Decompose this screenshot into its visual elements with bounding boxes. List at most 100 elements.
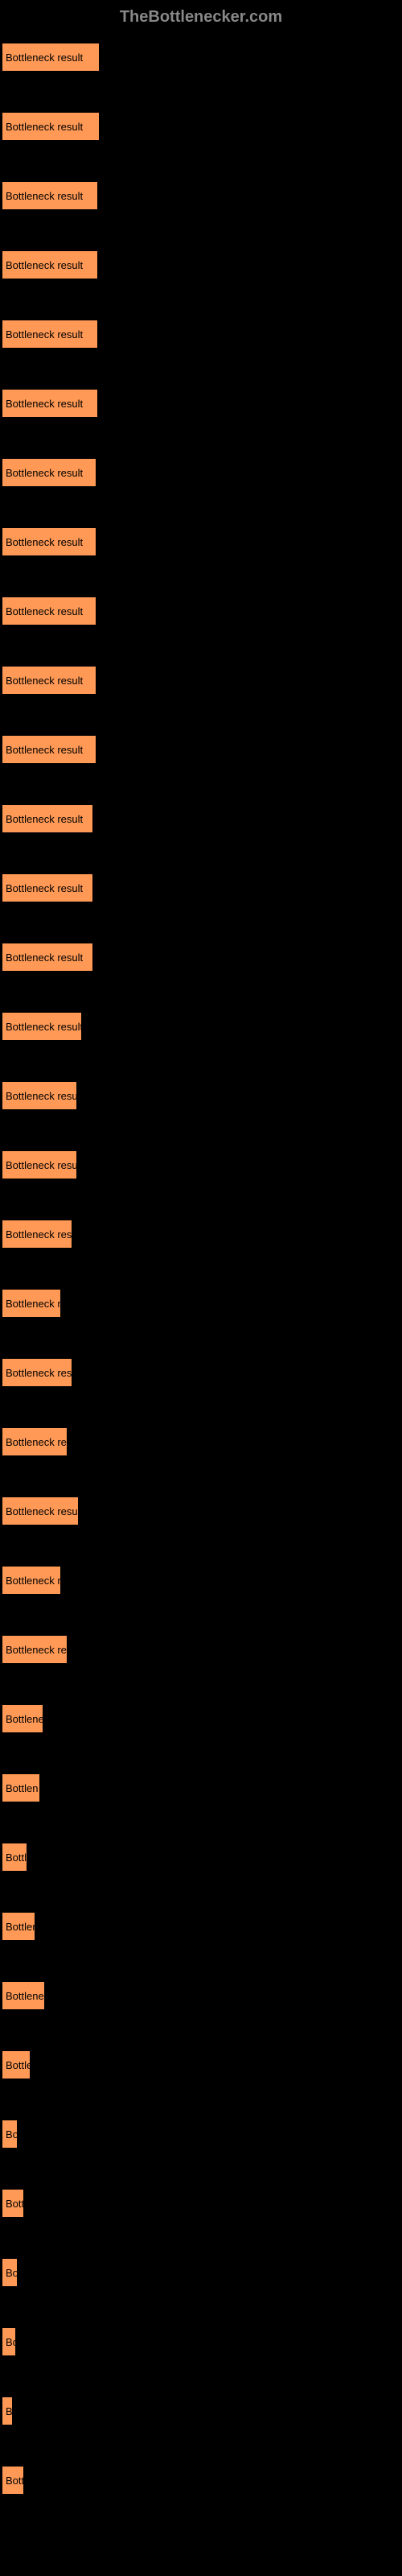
bar-row: B <box>2 2396 402 2425</box>
bar-label: Bottleneck result <box>6 1159 77 1171</box>
bar-row: Bottleneck result <box>2 666 402 695</box>
bar: Bottleneck result <box>2 735 96 764</box>
bar: Bo <box>2 2327 16 2356</box>
bar-label: Bottl <box>6 1852 27 1864</box>
site-title: TheBottlenecker.com <box>120 8 282 26</box>
bar: Bottleneck result <box>2 320 98 349</box>
bar-label: Bottleneck result <box>6 813 83 825</box>
bar: Bottlene <box>2 1704 43 1733</box>
bar-label: Bottle <box>6 2059 31 2071</box>
bar-row: Bottleneck result <box>2 181 402 210</box>
bar-row: Bottleneck result <box>2 873 402 902</box>
bar-row: Bottleneck re <box>2 1289 402 1318</box>
bar-row: Bo <box>2 2327 402 2356</box>
bar: Bottleneck result <box>2 1150 77 1179</box>
site-header: TheBottlenecker.com <box>0 8 402 43</box>
bar-row: Bott <box>2 2466 402 2495</box>
bar-label: Bottleneck result <box>6 328 83 341</box>
bar-label: Bottleneck result <box>6 952 83 964</box>
bar: Bottle <box>2 2050 31 2079</box>
bar: Bottleneck result <box>2 1358 72 1387</box>
bar-row: Bottleneck result <box>2 597 402 625</box>
bar-row: Bottleneck result <box>2 1012 402 1041</box>
bar-row: Bottleneck re <box>2 1566 402 1595</box>
bar-label: Bottleneck resu <box>6 1644 68 1656</box>
bar: Bottleneck result <box>2 943 93 972</box>
bar-label: B <box>6 2405 13 2417</box>
bar-label: Bottleneck result <box>6 398 83 410</box>
bar-label: Bottlen <box>6 1921 35 1933</box>
bar-label: Bottlen <box>6 1782 38 1794</box>
bar: Bottleneck result <box>2 43 100 72</box>
bar-row: Bottleneck result <box>2 527 402 556</box>
bar-label: Bottleneck result <box>6 259 83 271</box>
bar: Bott <box>2 2466 24 2495</box>
bar-label: Bottleneck result <box>6 1367 72 1379</box>
bar-row: Bottleneck result <box>2 320 402 349</box>
bar: Bottleneck re <box>2 1289 61 1318</box>
bar: Bottleneck result <box>2 1496 79 1525</box>
bar-row: Bottleneck result <box>2 1081 402 1110</box>
bar-label: Bottleneck result <box>6 190 83 202</box>
bar-label: Bottlenec <box>6 1990 45 2002</box>
bar-label: Bo <box>6 2267 18 2279</box>
bar: Bottleneck result <box>2 458 96 487</box>
bar-row: Bottleneck result <box>2 250 402 279</box>
bar-label: Bott <box>6 2198 24 2210</box>
bar-label: Bottleneck re <box>6 1298 61 1310</box>
bar: Bottleneck result <box>2 1012 82 1041</box>
bar: Bottlen <box>2 1912 35 1941</box>
bar-row: Bottleneck result <box>2 112 402 141</box>
bar-label: Bo <box>6 2128 18 2140</box>
bar: Bottl <box>2 1843 27 1872</box>
bar: Bottleneck result <box>2 666 96 695</box>
bar-row: Bottleneck result <box>2 389 402 418</box>
bar-row: Bottleneck result <box>2 735 402 764</box>
bar: Bottleneck result <box>2 804 93 833</box>
bar-label: Bottleneck result <box>6 536 83 548</box>
bar: B <box>2 2396 13 2425</box>
bar-row: Bottleneck result <box>2 1496 402 1525</box>
bar-row: Bo <box>2 2120 402 2149</box>
bar: Bottlenec <box>2 1981 45 2010</box>
bar-label: Bottleneck result <box>6 121 83 133</box>
bar-label: Bott <box>6 2475 24 2487</box>
bar: Bottleneck result <box>2 1081 77 1110</box>
bar-label: Bottleneck result <box>6 744 83 756</box>
bar: Bottleneck resu <box>2 1427 68 1456</box>
bar-row: Bottle <box>2 2050 402 2079</box>
bar-row: Bottleneck resu <box>2 1635 402 1664</box>
bar-label: Bottleneck result <box>6 52 83 64</box>
bar: Bottleneck result <box>2 873 93 902</box>
bar-label: Bottleneck result <box>6 605 83 617</box>
bar: Bottleneck resu <box>2 1635 68 1664</box>
bar-row: Bottlenec <box>2 1981 402 2010</box>
bar: Bottleneck result <box>2 389 98 418</box>
bar-row: Bottlene <box>2 1704 402 1733</box>
bar-label: Bottleneck result <box>6 1505 79 1517</box>
bar-row: Bottleneck result <box>2 943 402 972</box>
bar: Bottleneck result <box>2 597 96 625</box>
bar-row: Bo <box>2 2258 402 2287</box>
bar-label: Bottleneck result <box>6 675 83 687</box>
bar: Bottleneck result <box>2 1220 72 1249</box>
bar-row: Bottl <box>2 1843 402 1872</box>
bar: Bo <box>2 2258 18 2287</box>
bar-label: Bottleneck result <box>6 1021 82 1033</box>
bar-row: Bottleneck result <box>2 1220 402 1249</box>
bar: Bottleneck result <box>2 112 100 141</box>
bar-row: Bottleneck result <box>2 804 402 833</box>
bar-row: Bottleneck result <box>2 1150 402 1179</box>
bar-label: Bottleneck result <box>6 1228 72 1241</box>
bar-row: Bottlen <box>2 1773 402 1802</box>
bar: Bottleneck result <box>2 181 98 210</box>
bar-label: Bottleneck result <box>6 467 83 479</box>
bar-row: Bottleneck resu <box>2 1427 402 1456</box>
bar: Bott <box>2 2189 24 2218</box>
bar-row: Bottleneck result <box>2 43 402 72</box>
bar-label: Bottlene <box>6 1713 43 1725</box>
bar: Bo <box>2 2120 18 2149</box>
bar-label: Bottleneck result <box>6 882 83 894</box>
bar-row: Bottlen <box>2 1912 402 1941</box>
bar: Bottleneck result <box>2 250 98 279</box>
